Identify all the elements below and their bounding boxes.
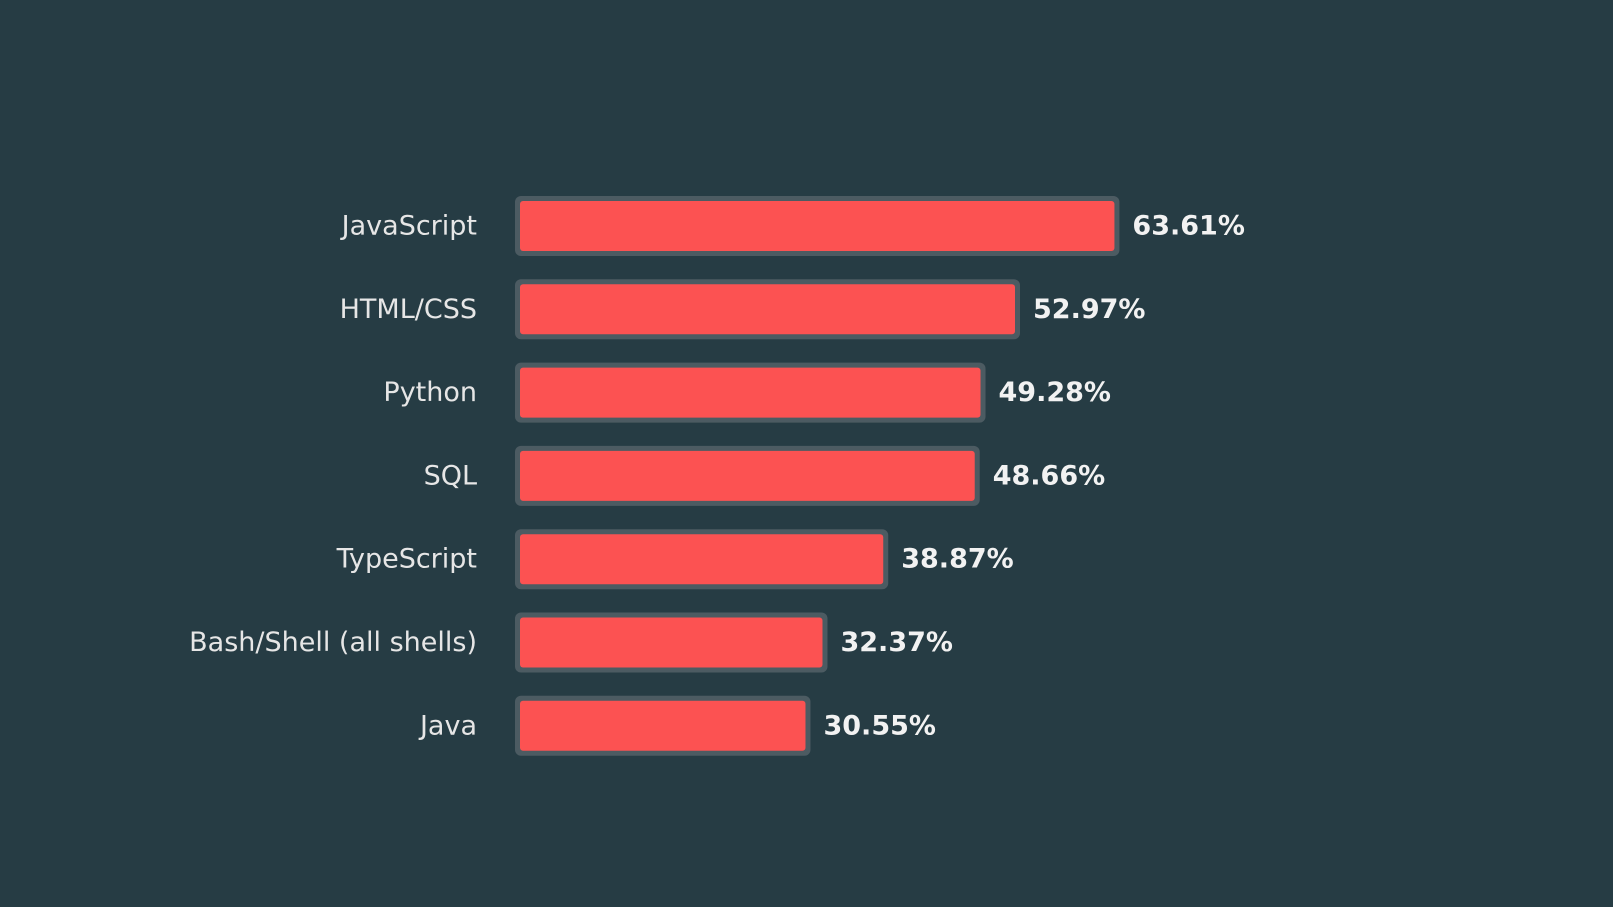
bar — [520, 284, 1016, 335]
bar-group: Python 49.28% — [383, 362, 1111, 423]
value-label: 38.87% — [901, 544, 1013, 575]
bar — [520, 201, 1115, 251]
bar-group: TypeScript 38.87% — [336, 529, 1014, 590]
value-label: 32.37% — [840, 627, 952, 658]
bar-group: HTML/CSS 52.97% — [340, 279, 1145, 340]
bar — [520, 700, 806, 751]
value-label: 52.97% — [1033, 294, 1145, 325]
bar-group: JavaScript 63.61% — [340, 196, 1245, 256]
bar — [520, 450, 975, 501]
category-label: SQL — [424, 460, 477, 491]
category-label: HTML/CSS — [340, 294, 477, 325]
category-label: Python — [383, 377, 477, 408]
bar — [520, 617, 823, 668]
bar — [520, 367, 981, 418]
bar-group: Bash/Shell (all shells) 32.37% — [189, 612, 953, 673]
value-label: 63.61% — [1132, 211, 1244, 242]
category-label: TypeScript — [336, 544, 477, 575]
value-label: 48.66% — [993, 460, 1105, 491]
bar-group: Java 30.55% — [418, 695, 936, 756]
category-label: Bash/Shell (all shells) — [189, 627, 477, 658]
value-label: 30.55% — [823, 710, 935, 741]
bar-group: SQL 48.66% — [424, 445, 1105, 506]
value-label: 49.28% — [999, 377, 1111, 408]
category-label: Java — [418, 710, 477, 741]
bar — [520, 534, 884, 585]
category-label: JavaScript — [340, 211, 477, 242]
